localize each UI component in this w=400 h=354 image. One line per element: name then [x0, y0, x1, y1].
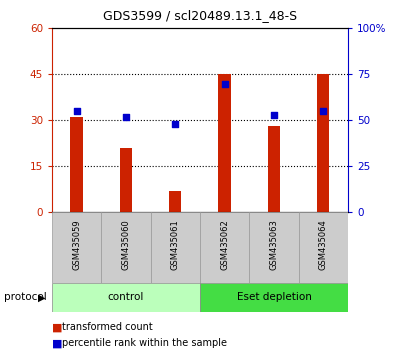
- Text: percentile rank within the sample: percentile rank within the sample: [62, 338, 227, 348]
- Text: protocol: protocol: [4, 292, 47, 302]
- Point: [74, 108, 80, 114]
- Text: GSM435061: GSM435061: [171, 219, 180, 270]
- Text: Eset depletion: Eset depletion: [236, 292, 312, 302]
- Bar: [70, 117, 83, 212]
- Text: ■: ■: [52, 338, 62, 348]
- Text: GDS3599 / scl20489.13.1_48-S: GDS3599 / scl20489.13.1_48-S: [103, 9, 297, 22]
- Bar: [299, 212, 348, 283]
- Text: ■: ■: [52, 322, 62, 332]
- Bar: [249, 212, 299, 283]
- Text: ▶: ▶: [38, 292, 46, 302]
- Bar: [52, 212, 101, 283]
- Text: control: control: [108, 292, 144, 302]
- Bar: [268, 126, 280, 212]
- Point: [320, 108, 326, 114]
- Bar: [200, 212, 249, 283]
- Bar: [151, 212, 200, 283]
- Bar: [317, 74, 330, 212]
- Text: GSM435063: GSM435063: [270, 219, 278, 270]
- Point: [172, 121, 178, 127]
- Text: GSM435064: GSM435064: [319, 219, 328, 270]
- Text: GSM435062: GSM435062: [220, 219, 229, 270]
- Text: transformed count: transformed count: [62, 322, 153, 332]
- Bar: [120, 148, 132, 212]
- Text: GSM435060: GSM435060: [122, 219, 130, 270]
- Point: [271, 112, 277, 118]
- Bar: [52, 283, 200, 312]
- Bar: [169, 191, 182, 212]
- Point: [222, 81, 228, 86]
- Bar: [101, 212, 151, 283]
- Text: GSM435059: GSM435059: [72, 219, 81, 270]
- Bar: [218, 74, 231, 212]
- Point: [123, 114, 129, 120]
- Bar: [200, 283, 348, 312]
